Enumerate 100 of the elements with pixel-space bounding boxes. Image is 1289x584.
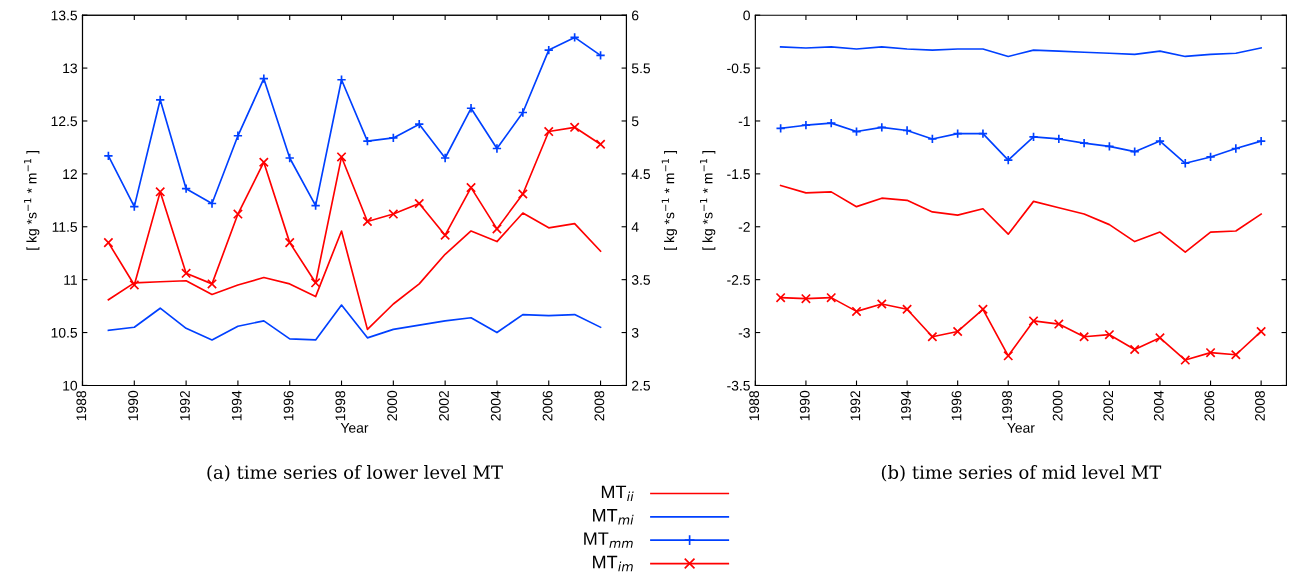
x-tick-label: 2000 <box>1052 390 1063 421</box>
legend-label: MT$_{mm}$ <box>584 532 633 548</box>
y-tick-label: 11.5 <box>52 222 78 232</box>
point <box>1154 136 1165 147</box>
point <box>258 157 269 168</box>
point <box>543 126 554 137</box>
point <box>876 298 887 309</box>
point <box>775 292 786 303</box>
y2-axis-title: [ kg *s$^{−1}$ * m$^{−1}$ ] <box>661 150 678 250</box>
y-tick-label: -3.5 <box>727 380 750 391</box>
point <box>1129 344 1140 355</box>
y2-tick-label: 4 <box>631 222 639 232</box>
x-tick-label: 2004 <box>1153 390 1164 421</box>
point <box>876 122 887 133</box>
point <box>927 331 938 342</box>
x-tick-label: 1992 <box>850 391 861 421</box>
point <box>517 188 528 199</box>
point <box>129 279 140 290</box>
point <box>902 304 913 315</box>
point <box>1205 347 1216 358</box>
y2-tick-label: 5.5 <box>631 63 651 74</box>
y2-tick-label: 3.5 <box>631 274 651 285</box>
point <box>155 186 166 197</box>
point <box>388 132 399 143</box>
point <box>1154 332 1165 343</box>
y-tick-label: -2.5 <box>727 274 750 285</box>
x-tick-label: 2008 <box>1255 390 1265 421</box>
y-tick-label: 10.5 <box>51 327 78 338</box>
point <box>1079 331 1090 342</box>
y2-tick-label: 5 <box>631 116 639 127</box>
point <box>977 304 988 315</box>
x-tick-label: 2002 <box>1103 391 1114 421</box>
x-tick-label: 2004 <box>490 390 501 421</box>
point <box>800 120 811 131</box>
point <box>284 152 295 163</box>
point <box>414 119 425 130</box>
y-tick-label: 12 <box>63 169 77 179</box>
point <box>1003 350 1014 361</box>
point <box>336 151 347 162</box>
line-series <box>107 304 602 341</box>
point <box>826 118 837 129</box>
point <box>1230 349 1241 360</box>
point <box>466 182 477 193</box>
x-axis-title: Year <box>340 423 369 433</box>
y2-tick-label: 2.5 <box>632 380 651 391</box>
line-series <box>779 184 1262 253</box>
point <box>155 94 166 105</box>
y-tick-label: 13 <box>63 63 78 74</box>
y-tick-label: 13.5 <box>51 10 78 21</box>
y-tick-label: -3 <box>738 327 750 338</box>
x-tick-label: 1994 <box>900 390 911 421</box>
point <box>1180 158 1191 169</box>
y-tick-label: 12.5 <box>51 116 78 127</box>
point <box>1180 355 1191 366</box>
x-tick-label: 2006 <box>1204 390 1215 421</box>
y2-tick-label: 3 <box>631 327 639 338</box>
y-tick-label: -1 <box>738 116 750 126</box>
point <box>466 103 477 114</box>
legend-label: MT$_{mi}$ <box>593 509 634 525</box>
y-tick-label: 11 <box>64 275 77 285</box>
point <box>362 216 373 227</box>
x-tick-label: 1992 <box>180 391 190 421</box>
x-tick-label: 1990 <box>128 390 139 421</box>
point <box>569 122 580 133</box>
point <box>952 326 963 337</box>
point <box>310 277 321 288</box>
x-tick-label: 2008 <box>594 390 605 421</box>
point <box>1053 319 1064 330</box>
x-tick-label: 1996 <box>283 390 294 421</box>
point <box>232 130 243 141</box>
point <box>440 152 451 163</box>
point <box>1256 136 1267 147</box>
point <box>1053 133 1064 144</box>
point <box>284 237 295 248</box>
point <box>1003 155 1014 166</box>
point <box>826 292 837 303</box>
legend-label: MT$_{im}$ <box>593 555 633 572</box>
point <box>800 293 811 304</box>
point <box>103 237 114 248</box>
point <box>207 278 218 289</box>
point <box>543 45 554 56</box>
point <box>1079 138 1090 149</box>
x-tick-label: 1996 <box>951 390 962 421</box>
y-axis-title: [ kg *s$^{−1}$ * m$^{−1}$ ] <box>24 150 40 250</box>
point <box>414 198 425 209</box>
text: (a) time series of lower level MT <box>207 465 503 482</box>
x-tick-label: 1990 <box>799 390 810 421</box>
x-tick-label: 2006 <box>542 390 553 421</box>
legend-label: MT$_{ii}$ <box>601 485 634 502</box>
y-tick-label: 0 <box>743 10 750 21</box>
x-tick-label: 2002 <box>439 391 449 421</box>
point <box>181 268 192 279</box>
point <box>851 306 862 317</box>
y-tick-label: 10 <box>63 380 78 391</box>
point <box>1256 326 1267 337</box>
y-axis-title: [ kg *s$^{−1}$ * m$^{−1}$ ] <box>700 150 716 250</box>
y-tick-label: -2 <box>738 222 750 232</box>
x-tick-label: 1988 <box>749 390 760 421</box>
point <box>232 209 243 220</box>
line-series <box>779 46 1262 58</box>
